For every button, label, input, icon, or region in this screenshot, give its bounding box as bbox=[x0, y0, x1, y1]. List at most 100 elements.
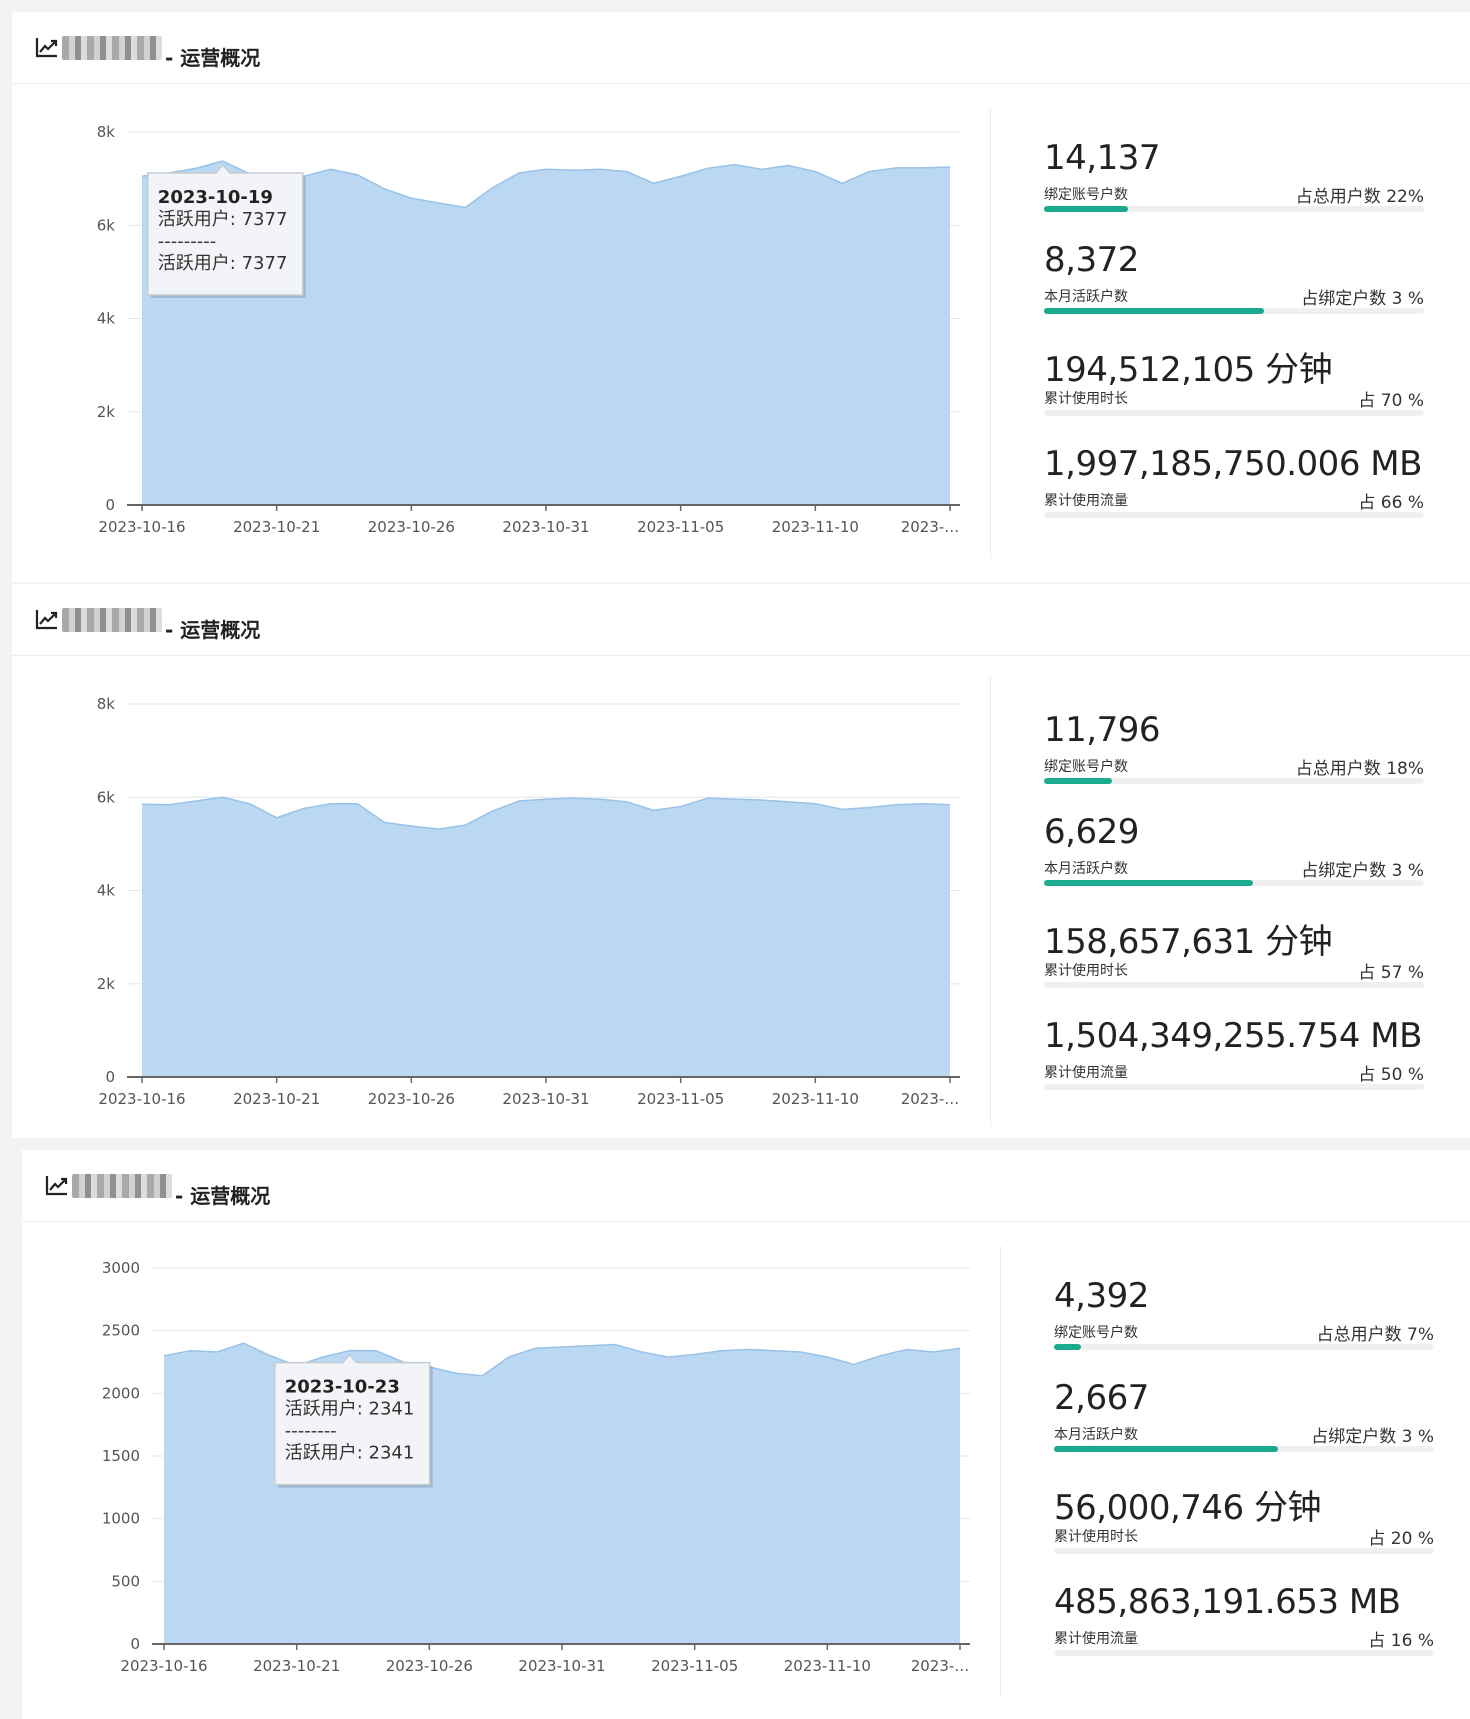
panel-divider bbox=[1000, 1246, 1001, 1696]
tooltip-date: 2023-10-19 bbox=[158, 187, 273, 208]
stat-value: 1,504,349,255.754 MB bbox=[1044, 1016, 1422, 1056]
stat-value: 2,667 bbox=[1054, 1378, 1149, 1418]
progress-bar bbox=[1054, 1650, 1434, 1656]
stat-label: 累计使用时长 bbox=[1044, 963, 1128, 979]
active-users-chart[interactable]: 0 2k 4k 6k 8k 2023-10-16 2023-10-21 2023-10-26 2… bbox=[42, 100, 982, 550]
stat-label: 累计使用时长 bbox=[1054, 1529, 1138, 1545]
panel-header: - 运营概况 bbox=[12, 584, 1470, 656]
y-tick-label: 6k bbox=[97, 788, 116, 806]
progress-bar bbox=[1044, 410, 1424, 416]
y-tick-label: 2000 bbox=[102, 1384, 140, 1402]
stat-percentage: 占 70 % bbox=[1358, 391, 1424, 411]
y-tick-label: 2k bbox=[97, 975, 116, 993]
progress-bar-fill bbox=[1054, 1446, 1279, 1452]
x-tick-label: 2023-… bbox=[901, 1090, 960, 1108]
x-tick-label: 2023-10-26 bbox=[386, 1657, 473, 1675]
stat-percentage: 占 66 % bbox=[1358, 493, 1424, 513]
active-users-line bbox=[141, 796, 951, 830]
tooltip-value: 活跃用户: 7377 bbox=[158, 209, 288, 230]
stat-item: 194,512,105 分钟 累计使用时长 占 70 % bbox=[1044, 342, 1424, 438]
active-users-chart[interactable]: 0 2k 4k 6k 8k 2023-10-16 2023-10-21 2023-10-26 2… bbox=[42, 672, 982, 1122]
panel-header: - 运营概况 bbox=[22, 1150, 1470, 1222]
x-tick-label: 2023-… bbox=[901, 518, 960, 536]
stat-percentage: 占 50 % bbox=[1358, 1065, 1424, 1085]
x-tick-label: 2023-10-26 bbox=[368, 518, 455, 536]
y-tick-label: 8k bbox=[97, 695, 116, 713]
overview-panel-2: - 运营概况 0 2k 4k 6k 8k 2023-10-16 2023-10-21 2023… bbox=[12, 584, 1470, 1138]
stat-label: 本月活跃户数 bbox=[1044, 289, 1128, 305]
x-tick-label: 2023-10-26 bbox=[368, 1090, 455, 1108]
stat-value: 6,629 bbox=[1044, 812, 1139, 852]
progress-bar bbox=[1044, 778, 1424, 784]
stat-label: 绑定账号户数 bbox=[1044, 187, 1128, 203]
y-tick-label: 8k bbox=[97, 123, 116, 141]
progress-bar bbox=[1044, 1084, 1424, 1090]
stat-percentage: 占绑定户数 3 % bbox=[1311, 1427, 1434, 1447]
y-tick-label: 6k bbox=[97, 216, 116, 234]
y-tick-label: 4k bbox=[97, 882, 116, 900]
stat-item: 56,000,746 分钟 累计使用时长 占 20 % bbox=[1054, 1480, 1434, 1576]
tooltip-box bbox=[147, 163, 304, 296]
x-tick-label: 2023-10-21 bbox=[253, 1657, 340, 1675]
redacted-name bbox=[72, 1174, 172, 1198]
stat-item: 14,137 绑定账号户数 占总用户数 22% bbox=[1044, 138, 1424, 234]
line-chart-icon bbox=[45, 1176, 68, 1196]
stat-value: 56,000,746 分钟 bbox=[1054, 1488, 1321, 1528]
tooltip-separator: --------- bbox=[158, 231, 216, 252]
progress-bar bbox=[1044, 982, 1424, 988]
stat-value: 485,863,191.653 MB bbox=[1054, 1582, 1401, 1622]
x-tick-label: 2023-10-16 bbox=[120, 1657, 207, 1675]
y-tick-label: 1000 bbox=[102, 1510, 140, 1528]
x-tick-label: 2023-10-31 bbox=[502, 518, 589, 536]
stat-item: 485,863,191.653 MB 累计使用流量 占 16 % bbox=[1054, 1582, 1434, 1678]
tooltip-separator: -------- bbox=[285, 1421, 337, 1442]
stat-item: 1,997,185,750.006 MB 累计使用流量 占 66 % bbox=[1044, 444, 1424, 540]
y-tick-label: 2500 bbox=[102, 1322, 140, 1340]
stat-item: 1,504,349,255.754 MB 累计使用流量 占 50 % bbox=[1044, 1016, 1424, 1112]
progress-bar bbox=[1054, 1446, 1434, 1452]
active-users-area bbox=[142, 797, 950, 1077]
line-chart-icon bbox=[35, 38, 58, 58]
tooltip-box bbox=[273, 1353, 431, 1486]
stat-value: 194,512,105 分钟 bbox=[1044, 350, 1333, 390]
stat-item: 8,372 本月活跃户数 占绑定户数 3 % bbox=[1044, 240, 1424, 336]
stat-label: 绑定账号户数 bbox=[1054, 1325, 1138, 1341]
active-users-area bbox=[142, 161, 950, 506]
x-tick-label: 2023-11-10 bbox=[772, 518, 859, 536]
tooltip-value: 活跃用户: 2341 bbox=[285, 1443, 415, 1464]
stat-label: 绑定账号户数 bbox=[1044, 759, 1128, 775]
stat-percentage: 占 16 % bbox=[1368, 1631, 1434, 1651]
tooltip-date: 2023-10-23 bbox=[285, 1377, 400, 1398]
x-tick-label: 2023-10-31 bbox=[518, 1657, 605, 1675]
stat-percentage: 占绑定户数 3 % bbox=[1301, 289, 1424, 309]
panel-divider bbox=[990, 676, 991, 1126]
overview-panel-1: - 运营概况 0 2k 4k 6k 8k 2023-10-16 2023-10-21 2023… bbox=[12, 12, 1470, 582]
progress-bar-fill bbox=[1054, 1344, 1081, 1350]
stat-percentage: 占总用户数 7% bbox=[1316, 1325, 1434, 1345]
progress-bar bbox=[1044, 206, 1424, 212]
y-tick-label: 1500 bbox=[102, 1447, 140, 1465]
tooltip-value: 活跃用户: 7377 bbox=[158, 253, 288, 274]
panel-title: - 运营概况 bbox=[165, 46, 261, 70]
x-tick-label: 2023-10-16 bbox=[98, 1090, 185, 1108]
y-tick-label: 0 bbox=[105, 1068, 115, 1086]
progress-bar-fill bbox=[1044, 778, 1113, 784]
stat-value: 4,392 bbox=[1054, 1276, 1149, 1316]
stat-percentage: 占 20 % bbox=[1368, 1529, 1434, 1549]
stat-percentage: 占 57 % bbox=[1358, 963, 1424, 983]
stat-label: 累计使用流量 bbox=[1054, 1631, 1138, 1647]
x-tick-label: 2023-10-21 bbox=[233, 518, 320, 536]
stat-item: 4,392 绑定账号户数 占总用户数 7% bbox=[1054, 1276, 1434, 1372]
stat-percentage: 占绑定户数 3 % bbox=[1301, 861, 1424, 881]
progress-bar bbox=[1054, 1548, 1434, 1554]
stat-item: 158,657,631 分钟 累计使用时长 占 57 % bbox=[1044, 914, 1424, 1010]
stat-label: 累计使用流量 bbox=[1044, 1065, 1128, 1081]
stat-label: 累计使用时长 bbox=[1044, 391, 1128, 407]
y-tick-label: 0 bbox=[105, 496, 115, 514]
stat-percentage: 占总用户数 18% bbox=[1295, 759, 1424, 779]
active-users-chart[interactable]: 0 500 1000 1500 2000 2500 3000 2023-10-16 2023-1… bbox=[52, 1238, 992, 1698]
progress-bar-fill bbox=[1044, 880, 1253, 886]
x-tick-label: 2023-10-21 bbox=[233, 1090, 320, 1108]
